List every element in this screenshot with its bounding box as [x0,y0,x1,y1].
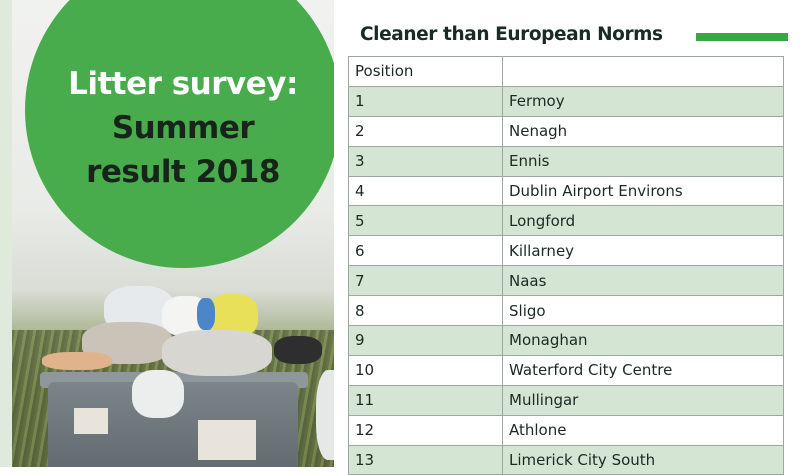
position-cell: 7 [348,265,503,297]
table-row: 6 Killarney [348,235,784,267]
title-circle: Litter survey: Summer result 2018 [25,0,334,268]
table-row: 11 Mullingar [348,384,784,416]
trash-bag-black [274,336,322,364]
position-cell: 4 [348,175,503,207]
results-table: Position 1 Fermoy 2 Nenagh 3 Ennis 4 Dub… [348,56,784,475]
town-cell: Dublin Airport Environs [502,175,784,207]
trash-debris [42,352,112,370]
banner-title-line3: result 2018 [86,154,280,190]
town-cell: Nenagh [502,115,784,147]
table-row: 5 Longford [348,205,784,237]
table-row: 10 Waterford City Centre [348,354,784,386]
table-row: 8 Sligo [348,295,784,327]
page-edge-strip [0,0,12,467]
column-header-town [502,56,784,87]
trash-bag [132,370,184,418]
position-cell: 13 [348,444,503,475]
position-cell: 3 [348,145,503,177]
position-cell: 2 [348,115,503,147]
position-cell: 10 [348,354,503,386]
table-row: 13 Limerick City South [348,444,784,475]
heading-accent-bar [696,33,788,41]
table-row: 12 Athlone [348,414,784,446]
town-cell: Longford [502,205,784,237]
town-cell: Sligo [502,295,784,327]
table-row: 4 Dublin Airport Environs [348,175,784,207]
plastic-bottle [197,298,215,330]
position-cell: 11 [348,384,503,416]
banner-title-line2: Summer [111,110,255,146]
banner-title-line1: Litter survey: [68,66,298,102]
position-cell: 6 [348,235,503,267]
position-cell: 9 [348,325,503,356]
litter-bin-photo: Litter survey: Summer result 2018 [12,0,334,467]
table-row: 1 Fermoy [348,85,784,117]
town-cell: Limerick City South [502,444,784,475]
column-header-position: Position [348,56,503,87]
bin-sticker [198,420,256,460]
position-cell: 1 [348,85,503,117]
table-row: 3 Ennis [348,145,784,177]
town-cell: Naas [502,265,784,297]
table-row: 2 Nenagh [348,115,784,147]
town-cell: Fermoy [502,85,784,117]
bin-sticker [74,408,108,434]
town-cell: Mullingar [502,384,784,416]
position-cell: 8 [348,295,503,327]
town-cell: Waterford City Centre [502,354,784,386]
position-cell: 12 [348,414,503,446]
table-header-row: Position [348,56,784,87]
town-cell: Ennis [502,145,784,177]
town-cell: Monaghan [502,325,784,356]
section-heading: Cleaner than European Norms [360,24,663,45]
trash-pile [162,330,272,376]
town-cell: Athlone [502,414,784,446]
trash-bag [316,370,334,460]
table-row: 9 Monaghan [348,325,784,356]
position-cell: 5 [348,205,503,237]
town-cell: Killarney [502,235,784,267]
table-row: 7 Naas [348,265,784,297]
